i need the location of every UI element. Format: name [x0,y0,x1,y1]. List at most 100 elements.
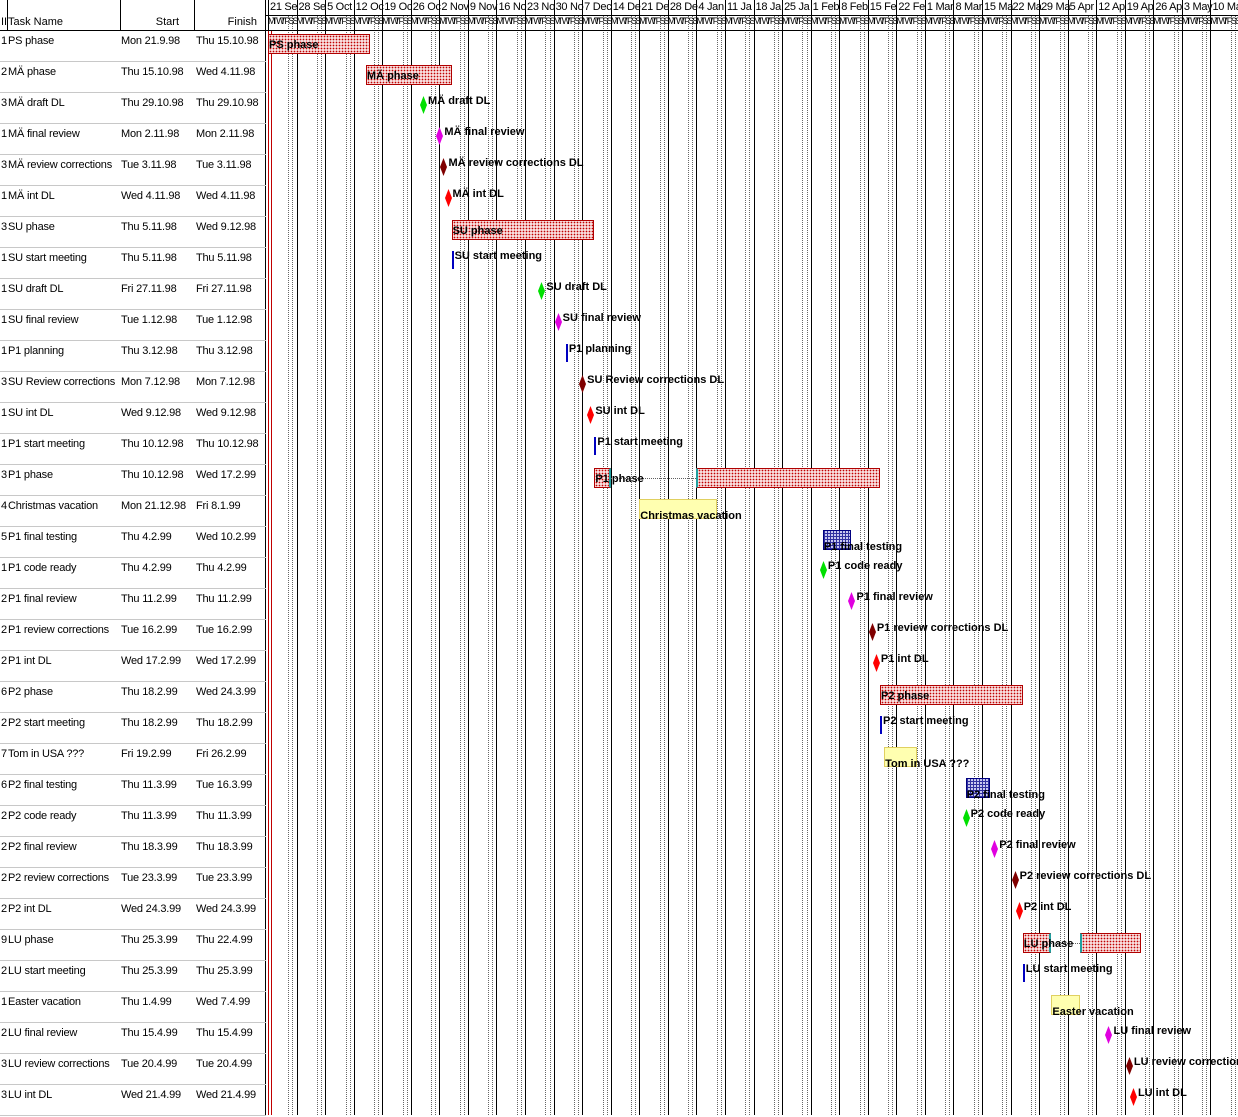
column-divider[interactable] [194,0,195,30]
task-start[interactable]: Tue 3.11.98 [121,159,177,171]
task-indicator[interactable]: 1 [1,996,7,1008]
task-start[interactable]: Thu 1.4.99 [121,996,172,1008]
task-indicator[interactable]: 1 [1,562,7,574]
table-row[interactable]: 6 P2 phase Thu 18.2.99 Wed 24.3.99 [0,682,266,713]
task-start[interactable]: Thu 10.12.98 [121,438,184,450]
table-row[interactable]: 2 P2 final review Thu 18.3.99 Thu 18.3.99 [0,837,266,868]
task-indicator[interactable]: 3 [1,221,7,233]
table-row[interactable]: 2 P2 code ready Thu 11.3.99 Thu 11.3.99 [0,806,266,837]
task-finish[interactable]: Tue 16.2.99 [196,624,253,636]
task-finish[interactable]: Thu 4.2.99 [196,562,247,574]
task-bar[interactable] [594,468,611,488]
table-row[interactable]: 9 LU phase Thu 25.3.99 Thu 22.4.99 [0,930,266,961]
task-finish[interactable]: Wed 4.11.98 [196,190,256,202]
task-name[interactable]: P2 phase [8,686,53,698]
table-row[interactable]: 2 P2 review corrections Tue 23.3.99 Tue 23.… [0,868,266,899]
task-name[interactable]: LU final review [8,1027,78,1039]
milestone-diamond[interactable] [579,375,587,393]
milestone-diamond[interactable] [1129,1088,1137,1106]
task-bar[interactable] [451,220,595,240]
task-start[interactable]: Wed 9.12.98 [121,407,181,419]
task-start[interactable]: Tue 23.3.99 [121,872,178,884]
task-start[interactable]: Thu 25.3.99 [121,965,178,977]
task-indicator[interactable]: 1 [1,283,7,295]
milestone-diamond[interactable] [991,840,999,858]
table-row[interactable]: 1 SU final review Tue 1.12.98 Tue 1.12.98 [0,310,266,341]
task-start[interactable]: Thu 18.3.99 [121,841,178,853]
table-row[interactable]: 2 P1 int DL Wed 17.2.99 Wed 17.2.99 [0,651,266,682]
column-header-indicator[interactable]: II [1,16,8,28]
task-finish[interactable]: Thu 15.10.98 [196,35,259,47]
table-row[interactable]: 2 LU start meeting Thu 25.3.99 Thu 25.3.99 [0,961,266,992]
task-finish[interactable]: Thu 22.4.99 [196,934,253,946]
task-name[interactable]: P1 int DL [8,655,52,667]
task-start[interactable]: Thu 4.2.99 [121,562,172,574]
task-name[interactable]: PS phase [8,35,55,47]
task-start[interactable]: Wed 4.11.98 [121,190,181,202]
task-name[interactable]: SU final review [8,314,79,326]
milestone-diamond[interactable] [848,592,856,610]
task-finish[interactable]: Fri 27.11.98 [196,283,252,295]
task-name[interactable]: P1 review corrections [8,624,109,636]
milestone-marker[interactable] [565,344,568,362]
task-name[interactable]: MÄ int DL [8,190,55,202]
task-name[interactable]: P2 final review [8,841,77,853]
task-start[interactable]: Thu 5.11.98 [121,252,177,264]
task-indicator[interactable]: 1 [1,252,7,264]
task-bar[interactable] [1079,933,1142,953]
task-finish[interactable]: Tue 20.4.99 [196,1058,253,1070]
milestone-diamond[interactable] [868,623,876,641]
task-name[interactable]: P1 code ready [8,562,77,574]
table-row[interactable]: 1 P1 code ready Thu 4.2.99 Thu 4.2.99 [0,558,266,589]
task-indicator[interactable]: 3 [1,1089,7,1101]
task-start[interactable]: Mon 21.9.98 [121,35,180,47]
task-finish[interactable]: Wed 9.12.98 [196,221,256,233]
milestone-diamond[interactable] [440,158,448,176]
table-row[interactable]: 3 SU Review corrections Mon 7.12.98 Mon 7.1… [0,372,266,403]
task-indicator[interactable]: 2 [1,593,7,605]
table-row[interactable]: 3 P1 phase Thu 10.12.98 Wed 17.2.99 [0,465,266,496]
task-indicator[interactable]: 2 [1,655,7,667]
task-indicator[interactable]: 2 [1,903,7,915]
task-start[interactable]: Wed 24.3.99 [121,903,181,915]
table-row[interactable]: 2 P1 review corrections Tue 16.2.99 Tue 16.… [0,620,266,651]
task-name[interactable]: MÄ final review [8,128,80,140]
table-row[interactable]: 2 P2 int DL Wed 24.3.99 Wed 24.3.99 [0,899,266,930]
table-row[interactable]: 1 SU int DL Wed 9.12.98 Wed 9.12.98 [0,403,266,434]
task-name[interactable]: SU Review corrections [8,376,116,388]
task-name[interactable]: SU start meeting [8,252,87,264]
task-indicator[interactable]: 4 [1,500,7,512]
task-finish[interactable]: Wed 24.3.99 [196,903,256,915]
task-name[interactable]: LU review corrections [8,1058,110,1070]
table-row[interactable]: 2 P1 final review Thu 11.2.99 Thu 11.2.99 [0,589,266,620]
task-name[interactable]: P2 start meeting [8,717,85,729]
task-finish[interactable]: Mon 7.12.98 [196,376,255,388]
task-name[interactable]: P2 final testing [8,779,77,791]
task-name[interactable]: LU start meeting [8,965,86,977]
task-start[interactable]: Tue 16.2.99 [121,624,178,636]
task-start[interactable]: Thu 15.4.99 [121,1027,178,1039]
task-indicator[interactable]: 1 [1,190,7,202]
task-name[interactable]: SU phase [8,221,55,233]
task-start[interactable]: Wed 17.2.99 [121,655,181,667]
task-start[interactable]: Thu 5.11.98 [121,221,177,233]
task-start[interactable]: Thu 15.10.98 [121,66,184,78]
milestone-diamond[interactable] [436,127,444,145]
task-start[interactable]: Thu 18.2.99 [121,717,178,729]
table-row[interactable]: 1 PS phase Mon 21.9.98 Thu 15.10.98 [0,31,266,62]
milestone-diamond[interactable] [444,189,452,207]
task-finish[interactable]: Tue 1.12.98 [196,314,253,326]
milestone-marker[interactable] [451,251,454,269]
task-indicator[interactable]: 1 [1,35,7,47]
task-start[interactable]: Fri 27.11.98 [121,283,177,295]
table-row[interactable]: 1 MÄ final review Mon 2.11.98 Mon 2.11.98 [0,124,266,155]
task-finish[interactable]: Wed 17.2.99 [196,469,256,481]
task-indicator[interactable]: 2 [1,66,7,78]
milestone-marker[interactable] [880,716,882,734]
task-start[interactable]: Mon 21.12.98 [121,500,186,512]
task-name[interactable]: Tom in USA ??? [8,748,85,760]
task-name[interactable]: LU int DL [8,1089,53,1101]
task-indicator[interactable]: 3 [1,376,7,388]
task-start[interactable]: Thu 11.2.99 [121,593,177,605]
task-finish[interactable]: Thu 11.3.99 [196,810,252,822]
